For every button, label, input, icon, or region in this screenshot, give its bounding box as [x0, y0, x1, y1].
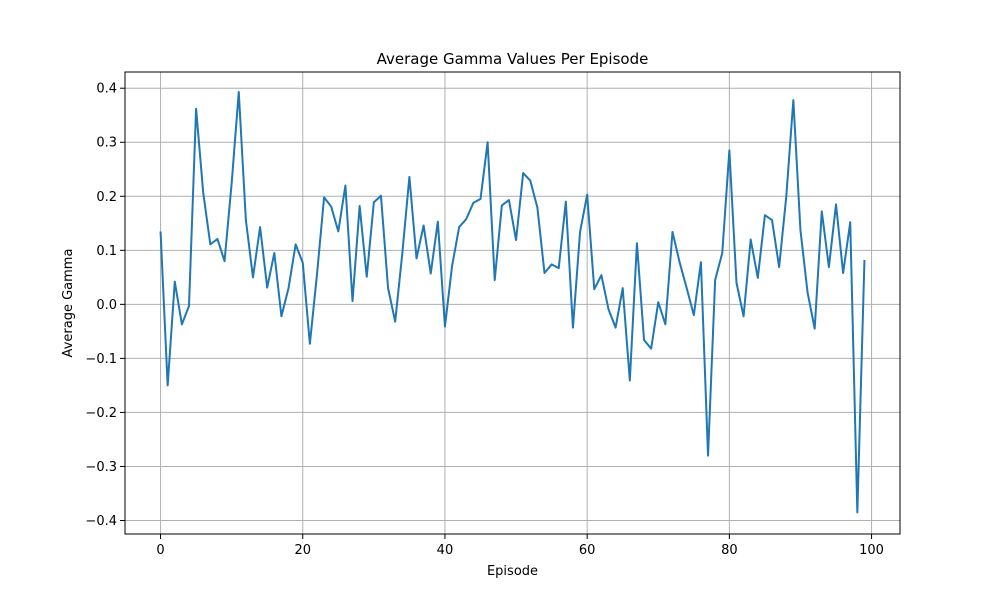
x-tick-label: 0: [156, 543, 164, 558]
y-tick-label: 0.3: [96, 136, 117, 151]
y-tick-label: 0.4: [96, 82, 117, 97]
y-tick-label: 0.0: [96, 298, 117, 313]
grid: [125, 72, 900, 534]
y-tick-label: −0.4: [85, 514, 117, 529]
x-tick-label: 80: [721, 543, 738, 558]
y-tick-label: −0.1: [85, 352, 117, 367]
x-tick-label: 20: [294, 543, 311, 558]
y-tick-label: 0.1: [96, 244, 117, 259]
x-axis-label: Episode: [487, 564, 538, 579]
x-tick-label: 60: [579, 543, 596, 558]
y-tick-label: −0.2: [85, 406, 117, 421]
x-axis: 0 20 40 60 80 100: [156, 534, 884, 558]
x-tick-label: 40: [437, 543, 454, 558]
y-tick-label: 0.2: [96, 190, 117, 205]
series-line: [159, 90, 866, 514]
plot-frame: [124, 71, 901, 535]
y-axis-label: Average Gamma: [61, 249, 76, 358]
y-tick-label: −0.3: [85, 460, 117, 475]
y-axis: −0.4 −0.3 −0.2 −0.1 0.0 0.1 0.2 0.3 0.4: [85, 82, 125, 529]
chart-title: Average Gamma Values Per Episode: [377, 50, 649, 68]
x-tick-label: 100: [859, 543, 884, 558]
